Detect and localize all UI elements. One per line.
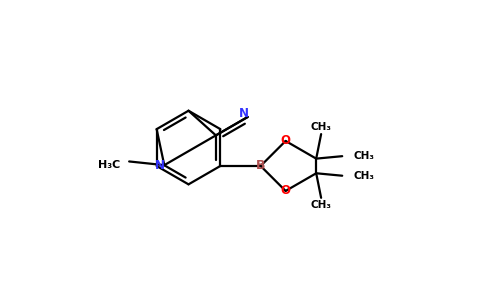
Text: B: B [256, 159, 265, 172]
Text: N: N [239, 106, 249, 119]
Text: CH₃: CH₃ [353, 151, 374, 161]
Text: N: N [154, 159, 165, 172]
Text: O: O [281, 184, 290, 197]
Text: H₃C: H₃C [98, 160, 121, 170]
Text: CH₃: CH₃ [311, 200, 332, 210]
Text: CH₃: CH₃ [353, 171, 374, 181]
Text: O: O [281, 134, 290, 148]
Text: CH₃: CH₃ [311, 122, 332, 132]
